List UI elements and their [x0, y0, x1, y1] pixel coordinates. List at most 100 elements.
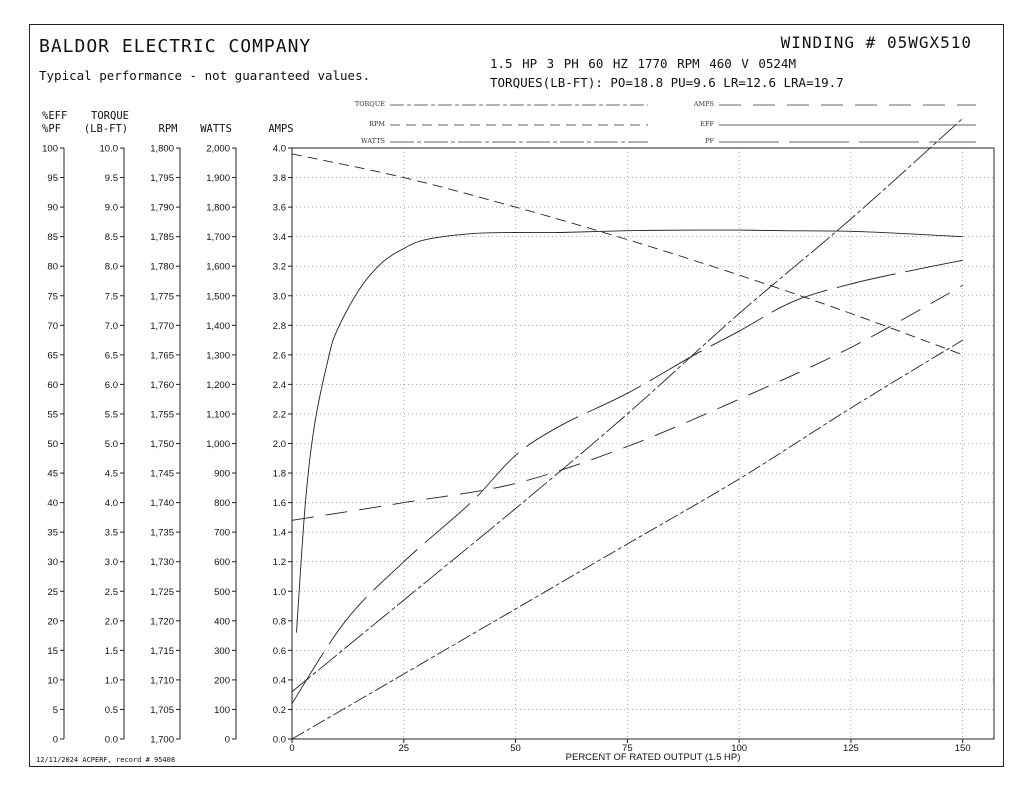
x-tick-label: 50 — [510, 743, 521, 754]
torque-tick-label: 7.5 — [105, 291, 118, 302]
motor-specs: 1.5 HP 3 PH 60 HZ 1770 RPM 460 V 0524M — [490, 56, 796, 71]
eff_pf-tick-label: 15 — [47, 646, 58, 657]
amps-tick-label: 1.2 — [273, 557, 286, 568]
amps-tick-label: 0.0 — [273, 735, 286, 746]
watts-tick-label: 800 — [214, 498, 230, 509]
series-line-torque — [291, 339, 963, 740]
torque-tick-label: 1.5 — [105, 646, 118, 657]
x-tick-label: 100 — [731, 743, 747, 754]
rpm-tick-label: 1,740 — [150, 498, 174, 509]
torque-tick-label: 6.5 — [105, 350, 118, 361]
eff_pf-tick-label: 95 — [47, 173, 58, 184]
watts-tick-label: 1,400 — [206, 321, 230, 332]
watts-tick-label: 1,000 — [206, 439, 230, 450]
series-line-watts — [291, 118, 964, 693]
watts-tick-label: 1,300 — [206, 350, 230, 361]
amps-tick-label: 3.6 — [273, 203, 286, 214]
x-axis-label: PERCENT OF RATED OUTPUT (1.5 HP) — [566, 752, 741, 763]
amps-tick-label: 2.6 — [273, 350, 286, 361]
torque-tick-label: 2.5 — [105, 587, 118, 598]
amps-tick-label: 3.0 — [273, 291, 286, 302]
torque-tick-label: 4.5 — [105, 469, 118, 480]
rpm-tick-label: 1,775 — [150, 291, 174, 302]
series-line-eff — [296, 229, 963, 633]
amps-tick-label: 2.2 — [273, 409, 286, 420]
eff_pf-tick-label: 10 — [47, 675, 58, 686]
legend-label-rpm: RPM — [369, 120, 385, 128]
torque-tick-label: 3.5 — [105, 528, 118, 539]
eff_pf-tick-label: 35 — [47, 528, 58, 539]
rpm-tick-label: 1,700 — [150, 735, 174, 746]
amps-tick-label: 0.2 — [273, 705, 286, 716]
amps-tick-label: 0.4 — [273, 675, 286, 686]
rpm-tick-label: 1,720 — [150, 616, 174, 627]
axis-header-pf: %PF — [42, 123, 61, 135]
axis-header-torque-unit: (LB-FT) — [84, 123, 128, 135]
amps-tick-label: 1.4 — [273, 528, 286, 539]
eff_pf-tick-label: 30 — [47, 557, 58, 568]
amps-tick-label: 1.6 — [273, 498, 286, 509]
torque-tick-label: 1.0 — [105, 675, 118, 686]
watts-tick-label: 400 — [214, 616, 230, 627]
rpm-tick-label: 1,795 — [150, 173, 174, 184]
watts-tick-label: 1,700 — [206, 232, 230, 243]
eff_pf-tick-label: 45 — [47, 469, 58, 480]
watts-tick-label: 0 — [225, 735, 230, 746]
watts-tick-label: 1,500 — [206, 291, 230, 302]
axis-header-rpm: RPM — [159, 123, 178, 135]
series-line-rpm — [291, 153, 963, 356]
eff_pf-tick-label: 25 — [47, 587, 58, 598]
series-line-amps — [291, 285, 963, 521]
amps-tick-label: 4.0 — [273, 144, 286, 155]
eff_pf-tick-label: 75 — [47, 291, 58, 302]
x-tick-label: 25 — [398, 743, 409, 754]
torque-tick-label: 6.0 — [105, 380, 118, 391]
amps-tick-label: 0.8 — [273, 616, 286, 627]
x-tick-label: 0 — [289, 743, 294, 754]
eff_pf-tick-label: 40 — [47, 498, 58, 509]
rpm-tick-label: 1,770 — [150, 321, 174, 332]
eff_pf-tick-label: 85 — [47, 232, 58, 243]
rpm-tick-label: 1,735 — [150, 528, 174, 539]
torque-tick-label: 9.5 — [105, 173, 118, 184]
watts-tick-label: 100 — [214, 705, 230, 716]
eff_pf-tick-label: 100 — [42, 144, 58, 155]
x-tick-label: 125 — [843, 743, 859, 754]
torque-tick-label: 7.0 — [105, 321, 118, 332]
axis-header-torque: TORQUE — [91, 110, 129, 122]
axis-header-amps: AMPS — [268, 123, 293, 135]
eff_pf-tick-label: 90 — [47, 203, 58, 214]
winding-number: WINDING # 05WGX510 — [780, 33, 972, 52]
amps-tick-label: 1.0 — [273, 587, 286, 598]
rpm-tick-label: 1,725 — [150, 587, 174, 598]
legend-label-pf: PF — [705, 137, 714, 145]
eff_pf-tick-label: 5 — [53, 705, 58, 716]
torque-tick-label: 0.0 — [105, 735, 118, 746]
amps-tick-label: 2.8 — [273, 321, 286, 332]
torque-tick-label: 3.0 — [105, 557, 118, 568]
eff_pf-tick-label: 55 — [47, 409, 58, 420]
watts-tick-label: 1,200 — [206, 380, 230, 391]
x-tick-label: 150 — [955, 743, 971, 754]
rpm-tick-label: 1,750 — [150, 439, 174, 450]
company-name: BALDOR ELECTRIC COMPANY — [39, 36, 312, 57]
rpm-tick-label: 1,745 — [150, 469, 174, 480]
amps-tick-label: 2.0 — [273, 439, 286, 450]
rpm-tick-label: 1,800 — [150, 144, 174, 155]
torque-tick-label: 10.0 — [100, 144, 119, 155]
amps-tick-label: 3.2 — [273, 262, 286, 273]
eff_pf-tick-label: 70 — [47, 321, 58, 332]
amps-tick-label: 3.4 — [273, 232, 286, 243]
performance-note: Typical performance - not guaranteed val… — [39, 68, 371, 83]
eff_pf-tick-label: 20 — [47, 616, 58, 627]
watts-tick-label: 300 — [214, 646, 230, 657]
torque-tick-label: 2.0 — [105, 616, 118, 627]
watts-tick-label: 200 — [214, 675, 230, 686]
rpm-tick-label: 1,780 — [150, 262, 174, 273]
watts-tick-label: 600 — [214, 557, 230, 568]
eff_pf-tick-label: 60 — [47, 380, 58, 391]
rpm-tick-label: 1,755 — [150, 409, 174, 420]
torque-tick-label: 5.5 — [105, 409, 118, 420]
watts-tick-label: 1,600 — [206, 262, 230, 273]
